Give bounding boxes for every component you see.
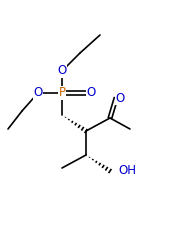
Text: P: P [58, 86, 65, 100]
Text: O: O [57, 64, 67, 77]
Text: O: O [115, 91, 125, 104]
Text: O: O [86, 86, 96, 100]
Text: OH: OH [118, 164, 136, 177]
Text: O: O [33, 86, 43, 100]
